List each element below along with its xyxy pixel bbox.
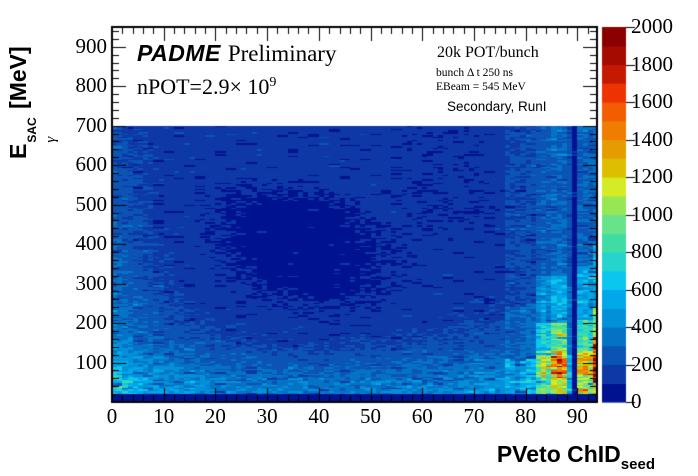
colorbar-tick-label: 1200 [631, 164, 673, 188]
colorbar-tick-label: 1800 [631, 51, 673, 76]
x-tick-label: 90 [566, 404, 588, 428]
experiment-name: PADME [137, 40, 221, 66]
y-tick-label: 900 [75, 33, 108, 58]
y-tick-label: 400 [75, 231, 108, 256]
y-tick-label: 500 [75, 191, 108, 216]
colorbar-tick-label: 0 [631, 389, 642, 413]
x-tick-label: 40 [308, 404, 330, 428]
npot-exponent: 9 [269, 75, 277, 90]
x-tick-label: 30 [256, 404, 278, 428]
colorbar-tick-label: 600 [631, 276, 663, 301]
y-tick-label: 700 [75, 112, 108, 137]
y-tick-label: 100 [75, 349, 108, 374]
x-axis-title: PVeto ChIDseed [440, 441, 655, 473]
x-tick-label: 70 [463, 404, 485, 428]
y-tick-label: 800 [75, 73, 108, 98]
x-tick-label: 80 [515, 404, 537, 428]
colorbar-tick-label: 1600 [631, 89, 673, 113]
colorbar-tick-label: 200 [631, 351, 663, 376]
colorbar-tick-label: 2000 [631, 14, 673, 38]
x-title-text: PVeto ChID [496, 441, 621, 467]
x-tick-label: 10 [153, 404, 175, 428]
x-title-subscript: seed [620, 456, 655, 473]
y-title-units: [MeV] [5, 46, 31, 116]
ebeam-label: EBeam = 545 MeV [436, 81, 526, 93]
x-tick-label: 50 [360, 404, 382, 428]
run-type-label: Secondary, RunI [447, 99, 547, 114]
y-title-superscript: SAC [25, 117, 39, 143]
y-title-subsup: SAC γ [25, 117, 59, 143]
y-tick-label: 600 [75, 152, 108, 177]
y-tick-label: 300 [75, 270, 108, 295]
bunch-dt-label: bunch Δ t 250 ns [436, 67, 514, 79]
y-axis-title: E SAC γ [MeV] [5, 46, 59, 159]
y-title-symbol: E [5, 143, 31, 159]
pot-per-bunch-label: 20k POT/bunch [437, 44, 539, 61]
npot-value: nPOT=2.9× 10 [137, 74, 270, 99]
colorbar-tick-label: 1400 [631, 126, 673, 151]
colorbar-tick-label: 800 [631, 239, 663, 263]
y-title-subscript: γ [43, 136, 59, 143]
experiment-label: PADME Preliminary [137, 40, 336, 67]
npot-label: nPOT=2.9× 109 [137, 74, 276, 100]
colorbar-tick-label: 400 [631, 314, 663, 338]
y-tick-label: 200 [75, 310, 108, 335]
colorbar-tick-label: 1000 [631, 201, 673, 226]
preliminary-label: Preliminary [227, 41, 337, 66]
x-tick-label: 0 [106, 404, 118, 428]
x-tick-label: 60 [411, 404, 433, 428]
x-tick-label: 20 [204, 404, 226, 428]
